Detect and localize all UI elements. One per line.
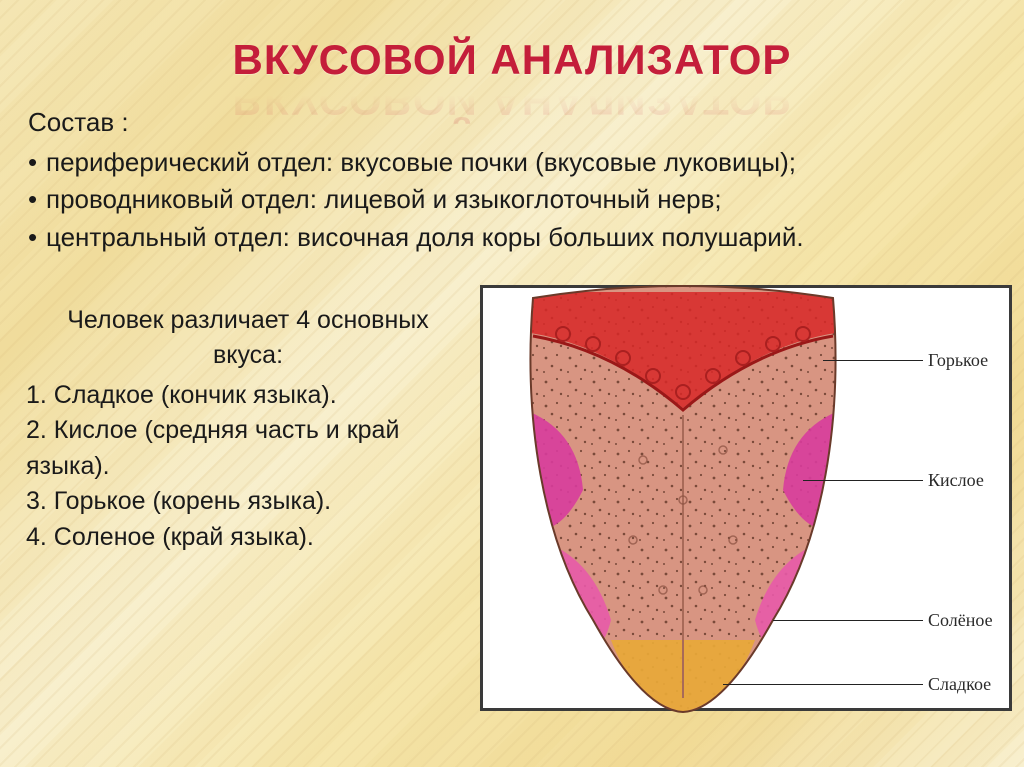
tongue-diagram: Горькое Кислое Солёное Сладкое <box>480 285 1012 711</box>
zone-label-sweet: Сладкое <box>928 674 991 695</box>
leader-line <box>823 360 923 361</box>
taste-item: 3. Горькое (корень языка). <box>26 484 470 520</box>
tastes-block: Человек различает 4 основных вкуса: 1. С… <box>0 285 480 711</box>
zone-label-sour: Кислое <box>928 470 984 491</box>
composition-item: • периферический отдел: вкусовые почки (… <box>28 144 996 182</box>
taste-item: 2. Кислое (средняя часть и край языка). <box>26 413 470 484</box>
composition-block: Состав : • периферический отдел: вкусовы… <box>0 104 1024 257</box>
tongue-svg <box>493 280 873 720</box>
leader-line <box>773 620 923 621</box>
leader-line <box>723 684 923 685</box>
leader-line <box>803 480 923 481</box>
composition-text: центральный отдел: височная доля коры бо… <box>46 219 804 257</box>
zone-label-bitter: Горькое <box>928 350 988 371</box>
zone-label-salty: Солёное <box>928 610 993 631</box>
composition-heading: Состав : <box>28 104 996 142</box>
bullet-icon: • <box>28 219 46 257</box>
taste-item: 1. Сладкое (кончик языка). <box>26 378 470 414</box>
composition-text: периферический отдел: вкусовые почки (вк… <box>46 144 796 182</box>
page-title: ВКУСОВОЙ АНАЛИЗАТОР <box>0 0 1024 84</box>
composition-text: проводниковый отдел: лицевой и языкоглот… <box>46 181 722 219</box>
bullet-icon: • <box>28 181 46 219</box>
bullet-icon: • <box>28 144 46 182</box>
composition-item: • центральный отдел: височная доля коры … <box>28 219 996 257</box>
tastes-intro: Человек различает 4 основных вкуса: <box>26 303 470 378</box>
taste-item: 4. Соленое (край языка). <box>26 520 470 556</box>
composition-item: • проводниковый отдел: лицевой и языкогл… <box>28 181 996 219</box>
